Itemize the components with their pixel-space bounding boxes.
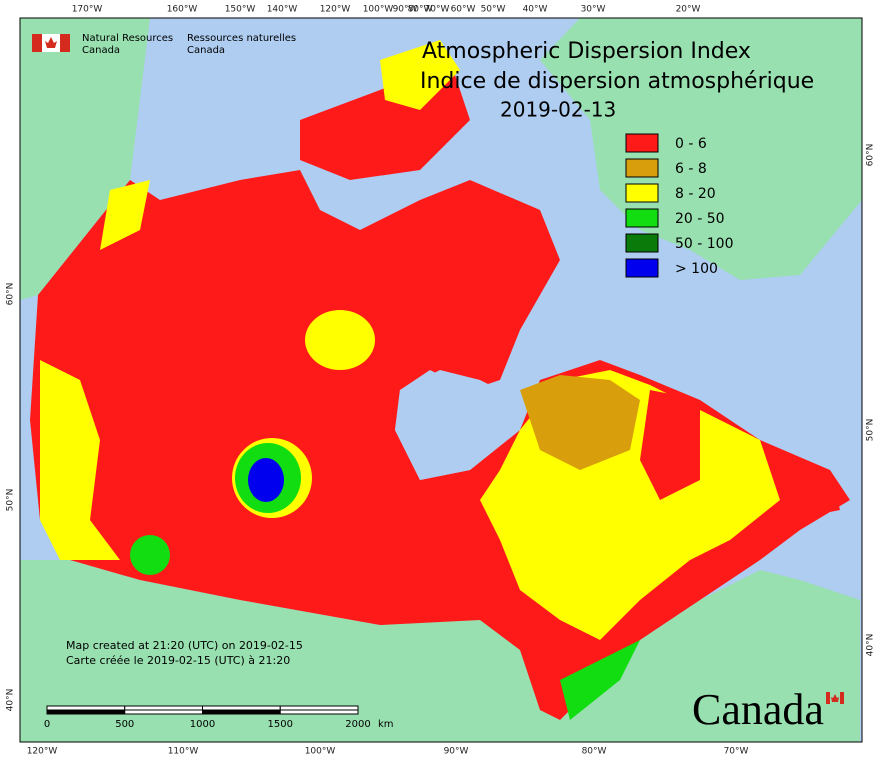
prairie-blue [248, 458, 284, 502]
lon-label: 150°W [225, 5, 256, 15]
lat-label: 40°N [866, 634, 876, 657]
greenland [540, 18, 862, 280]
lon-label: 120°W [27, 747, 58, 757]
alberta-green [130, 535, 170, 575]
labrador-red [640, 390, 700, 500]
flag-bar [840, 692, 844, 704]
scale-unit: km [378, 719, 394, 730]
lat-label: 60°N [6, 283, 16, 306]
lon-label: 20°W [676, 5, 701, 15]
lon-label: 60°W [451, 5, 476, 15]
legend-label: 50 - 100 [675, 236, 734, 252]
lon-label: 100°W [363, 5, 394, 15]
lon-label: 80°W [582, 747, 607, 757]
title: Atmospheric Dispersion Index [422, 39, 751, 64]
scale-label: 2000 [345, 719, 370, 730]
legend: 0 - 6 6 - 8 8 - 20 20 - 50 50 - 100 > 100 [625, 133, 734, 278]
agency-fr: Ressources naturelles [187, 33, 296, 44]
lat-label: 40°N [6, 689, 16, 712]
credit: Carte créée le 2019-02-15 (UTC) à 21:20 [66, 654, 290, 667]
lon-label: 90°W [444, 747, 469, 757]
scale-segment [46, 705, 126, 711]
scale-segment [202, 705, 281, 711]
legend-swatch [625, 258, 659, 278]
credit: Map created at 21:20 (UTC) on 2019-02-15 [66, 639, 303, 652]
lon-label: 110°W [168, 747, 199, 757]
yellow-patch [305, 310, 375, 370]
lon-label: 170°W [72, 5, 103, 15]
lon-label: 50°W [481, 5, 506, 15]
flag-leaf [45, 37, 57, 48]
alaska [20, 18, 150, 300]
scale-segment [46, 709, 126, 715]
southeast-green [560, 640, 640, 720]
lon-label: 70°W [425, 5, 450, 15]
legend-swatch [625, 158, 659, 178]
flag-leaf [831, 694, 839, 702]
bc-yellow [40, 360, 120, 560]
legend-swatch [625, 183, 659, 203]
legend-label: > 100 [675, 261, 718, 277]
legend-label: 8 - 20 [675, 186, 716, 202]
scale-label: 1500 [268, 719, 293, 730]
lon-label: 40°W [523, 5, 548, 15]
lon-label: 80°W [408, 5, 433, 15]
quebec-orange [520, 375, 640, 470]
united-states [20, 560, 860, 742]
legend-swatch [625, 233, 659, 253]
map-frame [19, 17, 863, 743]
scale-segment [124, 709, 203, 715]
lon-label: 120°W [320, 5, 351, 15]
agency-en: Natural Resources [82, 33, 173, 44]
lon-label: 30°W [581, 5, 606, 15]
scale-label: 0 [44, 719, 50, 730]
scale-label: 500 [115, 719, 134, 730]
legend-label: 0 - 6 [675, 136, 707, 152]
scale-segment [202, 709, 281, 715]
lat-label: 50°N [6, 489, 16, 512]
wordmark: Canada [692, 685, 824, 734]
date: 2019-02-13 [500, 98, 616, 122]
legend-swatch [625, 133, 659, 153]
graticule-labels: 170°W 160°W 150°W 140°W 120°W 100°W 90°W80°W70… [6, 5, 876, 757]
scale-segment [279, 705, 359, 711]
lon-label: 70°W [724, 747, 749, 757]
nrcan-signature: Natural Resources Canada Ressources natu… [32, 33, 296, 56]
scale-bar: 0 500 1000 1500 2000 km [44, 705, 394, 730]
arctic-yellow [380, 40, 460, 110]
map-body [19, 17, 863, 743]
scale-segment [124, 705, 203, 711]
newfoundland-red [780, 470, 840, 520]
flag-bar [32, 34, 42, 52]
scale-segment [279, 709, 359, 715]
yukon-yellow [100, 180, 150, 250]
flag-bar [60, 34, 70, 52]
title: Indice de dispersion atmosphérique [420, 69, 814, 94]
lon-label: 90°W [393, 5, 418, 15]
lon-label: 160°W [167, 5, 198, 15]
lon-label: 100°W [305, 747, 336, 757]
canada-wordmark: Canada [692, 685, 844, 734]
agency-en: Canada [82, 45, 120, 56]
lat-label: 60°N [866, 144, 876, 167]
legend-swatch [625, 208, 659, 228]
scale-label: 1000 [190, 719, 215, 730]
lon-label: 140°W [267, 5, 298, 15]
legend-label: 20 - 50 [675, 211, 725, 227]
agency-fr: Canada [187, 45, 225, 56]
flag-bar [826, 692, 830, 704]
lat-label: 50°N [866, 419, 876, 442]
legend-label: 6 - 8 [675, 161, 707, 177]
hudson-bay [395, 370, 520, 480]
